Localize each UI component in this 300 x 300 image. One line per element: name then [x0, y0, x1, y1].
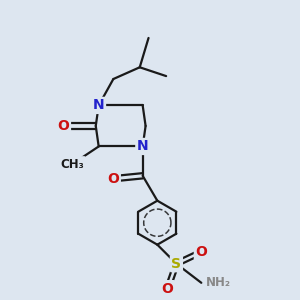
- Text: O: O: [58, 119, 69, 133]
- Text: S: S: [171, 257, 182, 271]
- Text: NH₂: NH₂: [206, 276, 231, 289]
- Text: O: O: [162, 282, 173, 296]
- Text: CH₃: CH₃: [60, 158, 84, 170]
- Text: O: O: [195, 245, 207, 259]
- Text: O: O: [107, 172, 119, 186]
- Text: N: N: [93, 98, 104, 112]
- Text: N: N: [137, 140, 148, 154]
